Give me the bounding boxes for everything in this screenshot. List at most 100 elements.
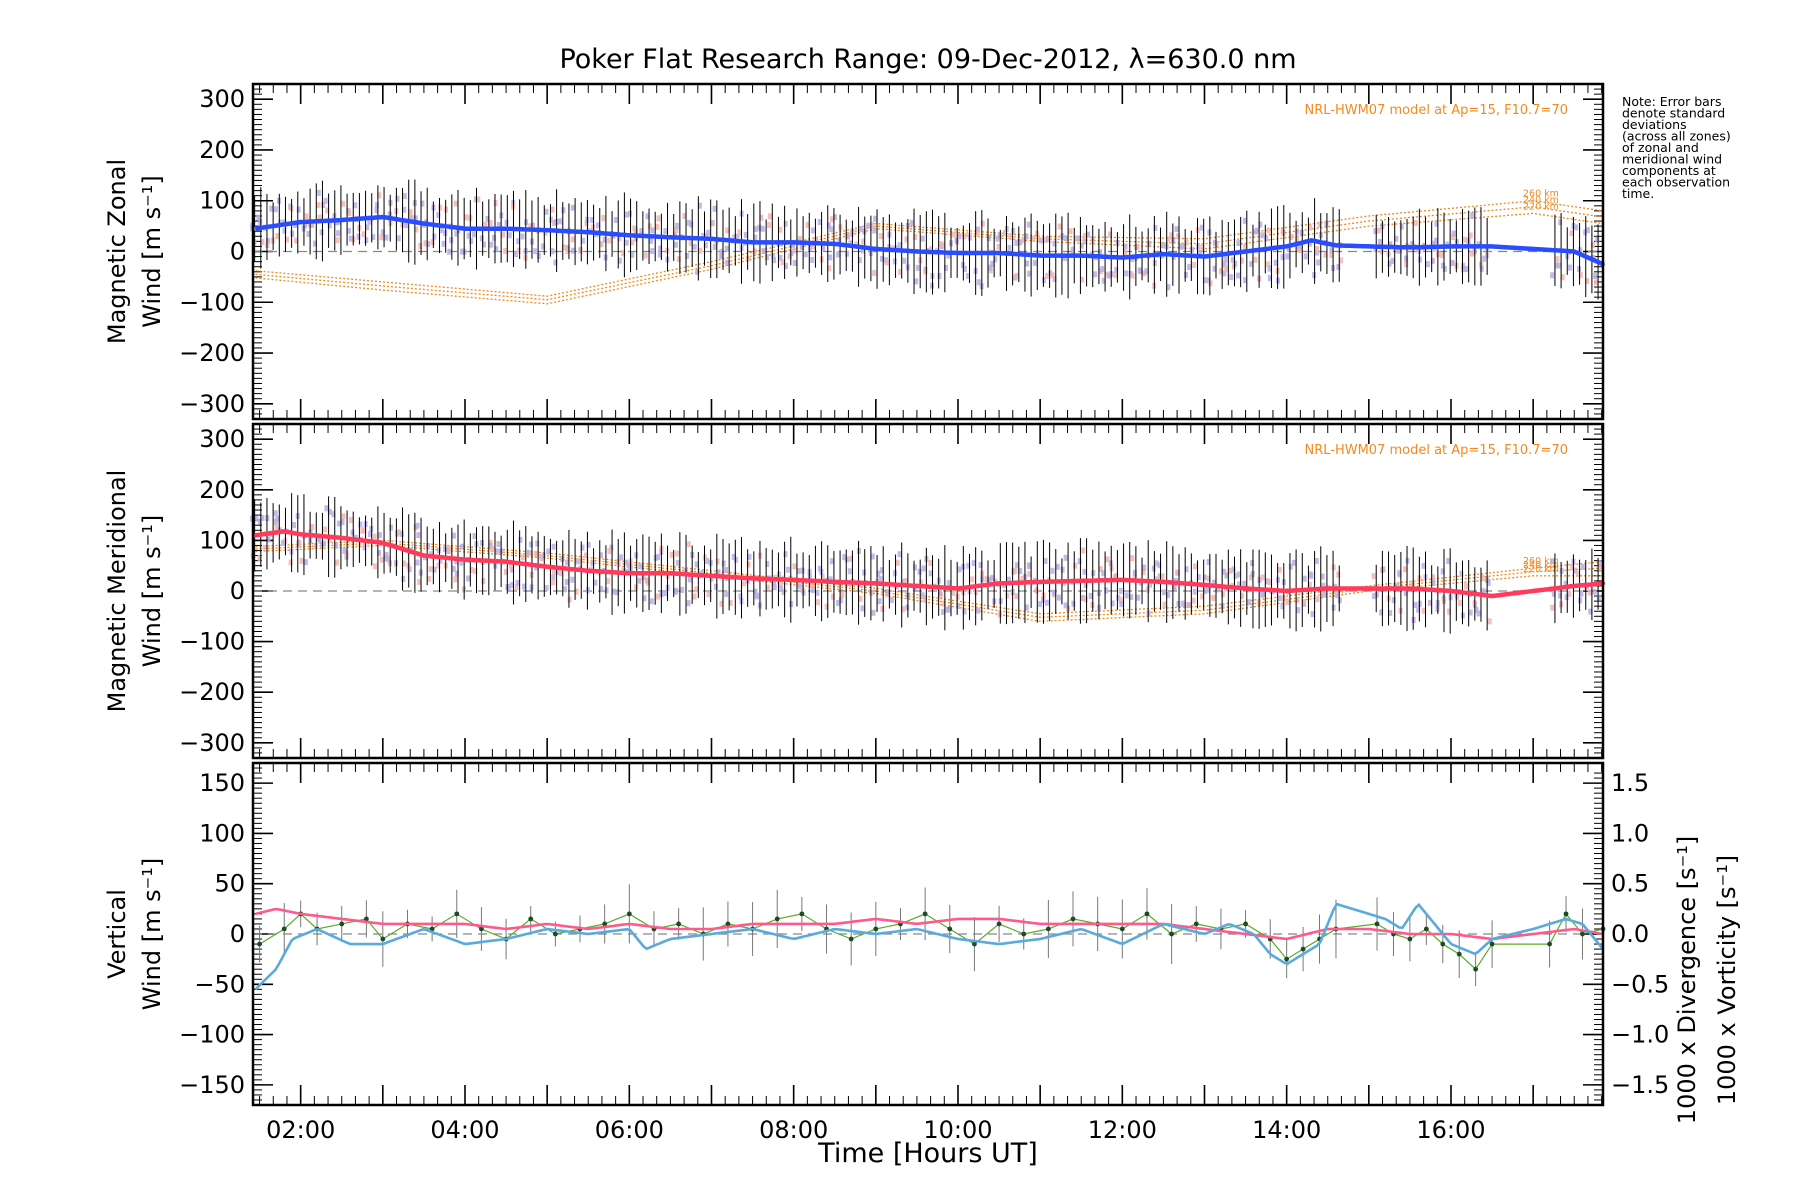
y2-tick-label: 0.5 <box>1611 870 1649 898</box>
zone-estimate-mark <box>606 578 611 585</box>
zone-estimate-mark <box>1555 256 1560 263</box>
zone-estimate-mark <box>656 553 661 560</box>
zone-estimate-mark <box>1080 276 1085 283</box>
zone-estimate-mark <box>848 555 853 562</box>
zone-estimate-mark <box>1144 268 1149 275</box>
zone-estimate-mark <box>1166 591 1171 598</box>
zone-estimate-mark <box>1417 256 1422 263</box>
zone-estimate-mark <box>1235 272 1240 279</box>
zone-estimate-mark <box>1057 223 1062 230</box>
zone-estimate-mark <box>917 568 922 575</box>
zone-estimate-mark <box>719 252 724 259</box>
zone-estimate-mark <box>1082 568 1087 575</box>
vertical-wind-point <box>1300 946 1306 952</box>
zone-estimate-mark <box>712 243 717 250</box>
zone-estimate-mark <box>978 562 983 569</box>
zone-estimate-mark <box>845 232 850 239</box>
zone-estimate-mark <box>379 556 384 563</box>
zone-estimate-mark <box>848 240 853 247</box>
zone-estimate-mark <box>1083 596 1088 603</box>
zone-estimate-mark <box>1060 566 1065 573</box>
zone-estimate-mark <box>384 234 389 241</box>
zone-estimate-mark <box>323 526 328 533</box>
zone-estimate-mark <box>1187 602 1192 609</box>
zone-estimate-mark <box>1013 567 1018 574</box>
zone-estimate-mark <box>1277 566 1282 573</box>
zone-estimate-mark <box>438 204 443 211</box>
zone-estimate-mark <box>1007 244 1012 251</box>
zone-estimate-mark <box>546 548 551 555</box>
y-tick-label: −50 <box>194 970 245 998</box>
zone-estimate-mark <box>1063 235 1068 242</box>
y-tick-label: 100 <box>199 526 245 554</box>
zone-estimate-mark <box>299 557 304 564</box>
zone-estimate-mark <box>438 557 443 564</box>
zone-estimate-mark <box>1136 594 1141 601</box>
zone-estimate-mark <box>1101 570 1106 577</box>
zone-estimate-mark <box>1374 591 1379 598</box>
zone-estimate-mark <box>396 529 401 536</box>
panel-frame <box>251 422 1605 760</box>
zone-estimate-mark <box>1267 275 1272 282</box>
zone-estimate-mark <box>862 569 867 576</box>
zone-estimate-mark <box>409 215 414 222</box>
zone-estimate-mark <box>820 574 825 581</box>
zone-estimate-mark <box>331 511 336 518</box>
zone-estimate-mark <box>1461 266 1466 273</box>
zone-estimate-mark <box>1280 228 1285 235</box>
vertical-wind-point <box>552 931 558 937</box>
zone-estimate-mark <box>372 563 377 570</box>
zone-estimate-mark <box>630 251 635 258</box>
zone-estimate-mark <box>796 568 801 575</box>
zone-estimate-mark <box>1199 224 1204 231</box>
zone-estimate-mark <box>1076 235 1081 242</box>
zone-estimate-mark <box>1379 609 1384 616</box>
zone-estimate-mark <box>316 189 321 196</box>
zone-estimate-mark <box>374 207 379 214</box>
zone-estimate-mark <box>1101 277 1106 284</box>
zone-estimate-mark <box>976 607 981 614</box>
y-tick-label: 50 <box>214 870 245 898</box>
zone-estimate-mark <box>1014 593 1019 600</box>
model-altitude-label: 240 km <box>1523 560 1559 571</box>
zone-estimate-mark <box>1114 573 1119 580</box>
zone-estimate-mark <box>754 226 759 233</box>
zone-estimate-mark <box>483 221 488 228</box>
zone-estimate-mark <box>962 608 967 615</box>
zone-estimate-mark <box>944 606 949 613</box>
y2-tick-label: −1.5 <box>1611 1071 1669 1099</box>
zone-estimate-mark <box>350 529 355 536</box>
zone-estimate-mark <box>787 253 792 260</box>
zone-estimate-mark <box>551 543 556 550</box>
zone-estimate-mark <box>1295 228 1300 235</box>
zone-estimate-mark <box>1153 224 1158 231</box>
zone-estimate-mark <box>709 220 714 227</box>
zone-estimate-mark <box>1206 558 1211 565</box>
zone-estimate-mark <box>335 237 340 244</box>
zone-estimate-mark <box>536 252 541 259</box>
zone-estimate-mark <box>1040 596 1045 603</box>
zone-estimate-mark <box>1014 562 1019 569</box>
zone-estimate-mark <box>809 582 814 589</box>
zone-estimate-mark <box>1481 588 1486 595</box>
zone-estimate-mark <box>303 559 308 566</box>
zone-estimate-mark <box>601 215 606 222</box>
zone-estimate-mark <box>1196 574 1201 581</box>
zone-estimate-mark <box>1457 600 1462 607</box>
zone-estimate-mark <box>1261 590 1266 597</box>
zone-estimate-mark <box>1132 569 1137 576</box>
zone-estimate-mark <box>319 229 324 236</box>
zone-estimate-mark <box>256 214 261 221</box>
zone-estimate-mark <box>436 547 441 554</box>
zone-estimate-mark <box>1447 608 1452 615</box>
zone-estimate-mark <box>533 248 538 255</box>
zone-estimate-mark <box>1228 567 1233 574</box>
zone-estimate-mark <box>698 247 703 254</box>
zone-estimate-mark <box>878 233 883 240</box>
zone-estimate-mark <box>738 593 743 600</box>
zone-estimate-mark <box>516 247 521 254</box>
zone-estimate-mark <box>599 586 604 593</box>
model-curve-220km <box>255 212 1604 305</box>
zone-estimate-mark <box>575 558 580 565</box>
